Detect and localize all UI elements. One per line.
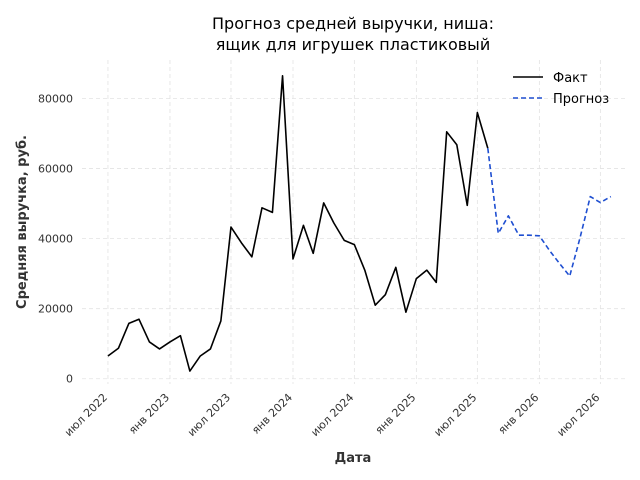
legend-label-fact: Факт xyxy=(553,71,588,86)
y-tick-label: 60000 xyxy=(38,163,73,176)
x-tick-label: янв 2026 xyxy=(496,391,542,437)
series-line-forecast xyxy=(487,148,612,277)
chart-title-line-1: Прогноз средней выручки, ниша: xyxy=(212,14,494,33)
x-tick-label: июл 2022 xyxy=(62,391,110,439)
grid xyxy=(82,60,626,384)
y-tick-label: 80000 xyxy=(38,93,73,106)
x-tick-label: июл 2024 xyxy=(308,391,356,439)
chart-title-line-2: ящик для игрушек пластиковый xyxy=(216,35,490,54)
y-tick-label: 0 xyxy=(66,373,73,386)
x-tick-label: июл 2026 xyxy=(554,391,602,439)
series-line-fact xyxy=(107,74,489,372)
x-tick-label: янв 2024 xyxy=(249,391,295,437)
x-tick-label: янв 2023 xyxy=(126,391,172,437)
legend: Факт Прогноз xyxy=(513,71,609,107)
y-axis-label: Средняя выручка, руб. xyxy=(15,135,30,309)
x-axis-ticks: июл 2022 янв 2023 июл 2023 янв 2024 июл 2024… xyxy=(62,391,602,439)
x-tick-label: июл 2023 xyxy=(185,391,233,439)
y-tick-label: 20000 xyxy=(38,303,73,316)
x-tick-label: янв 2025 xyxy=(373,391,419,437)
x-tick-label: июл 2025 xyxy=(431,391,479,439)
y-axis-ticks: 0 20000 40000 60000 80000 xyxy=(38,93,73,386)
x-axis-label: Дата xyxy=(335,451,372,466)
legend-label-forecast: Прогноз xyxy=(553,92,609,107)
series-layer xyxy=(107,74,612,372)
y-tick-label: 40000 xyxy=(38,233,73,246)
